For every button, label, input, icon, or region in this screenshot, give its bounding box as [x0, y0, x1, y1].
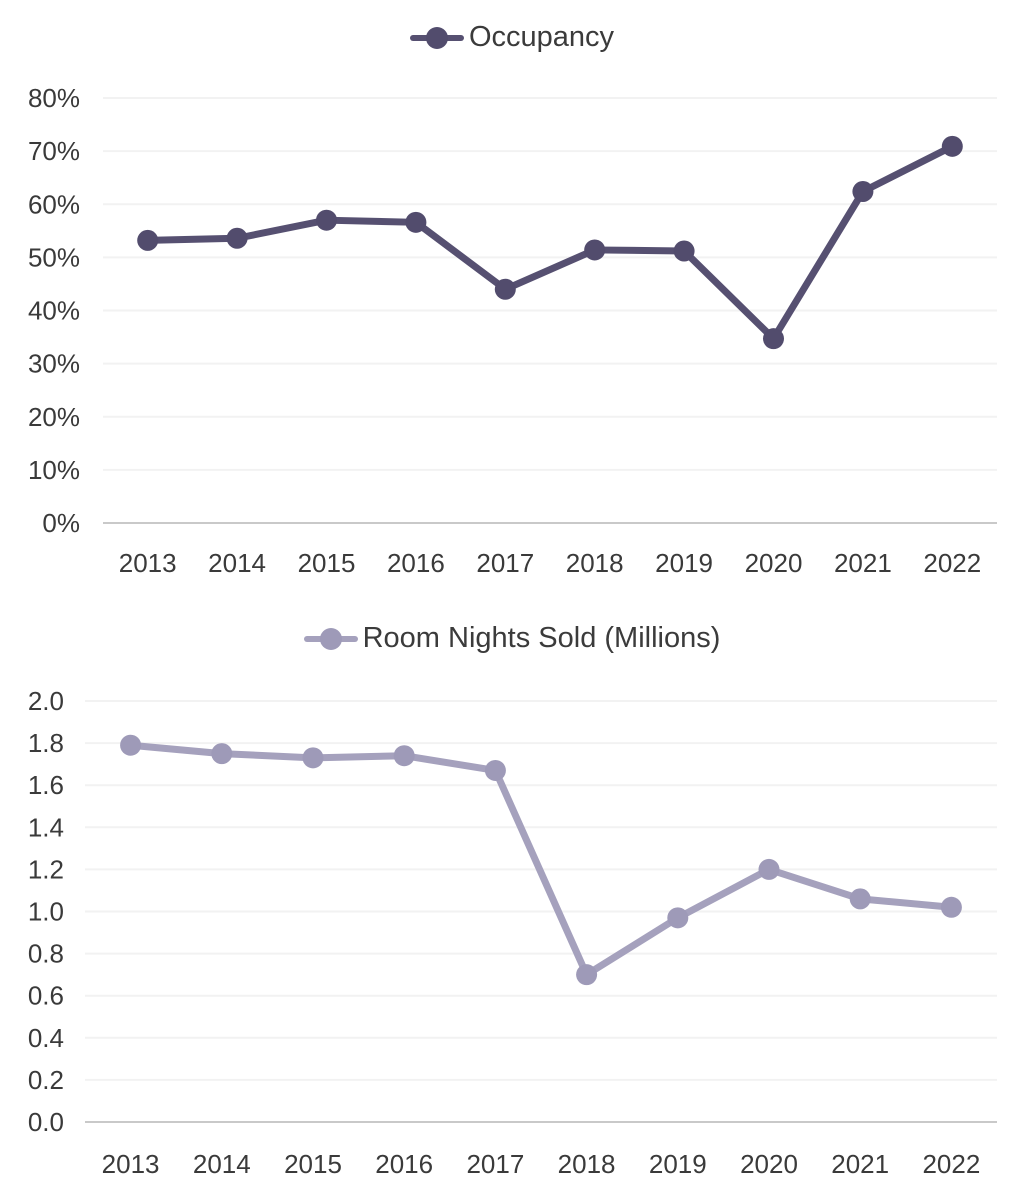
x-tick-label: 2019	[655, 548, 713, 578]
data-point-marker	[584, 239, 606, 261]
x-tick-label: 2021	[831, 1149, 889, 1179]
x-tick-label: 2020	[740, 1149, 798, 1179]
data-point-marker	[667, 907, 689, 929]
y-tick-label: 0.4	[28, 1023, 64, 1053]
x-tick-label: 2016	[375, 1149, 433, 1179]
x-tick-label: 2020	[745, 548, 803, 578]
y-tick-label: 50%	[28, 242, 80, 272]
data-point-marker	[137, 229, 159, 251]
x-tick-label: 2018	[558, 1149, 616, 1179]
y-tick-label: 2.0	[28, 686, 64, 716]
x-tick-label: 2016	[387, 548, 445, 578]
data-point-marker	[302, 747, 324, 769]
x-tick-label: 2022	[922, 1149, 980, 1179]
y-tick-label: 60%	[28, 189, 80, 219]
x-tick-label: 2013	[119, 548, 177, 578]
y-tick-label: 20%	[28, 402, 80, 432]
data-point-marker	[405, 211, 427, 233]
data-point-marker	[393, 745, 415, 767]
x-tick-label: 2017	[476, 548, 534, 578]
data-point-marker	[940, 896, 962, 918]
data-point-marker	[673, 240, 695, 262]
data-point-marker	[226, 227, 248, 249]
x-tick-label: 2018	[566, 548, 624, 578]
data-point-marker	[576, 964, 598, 986]
y-tick-label: 0.0	[28, 1107, 64, 1137]
y-tick-label: 80%	[28, 83, 80, 113]
data-point-marker	[211, 743, 233, 765]
x-tick-label: 2014	[193, 1149, 251, 1179]
data-point-marker	[941, 135, 963, 157]
y-tick-label: 1.0	[28, 897, 64, 927]
series-line	[144, 142, 956, 343]
y-tick-label: 0.8	[28, 939, 64, 969]
x-tick-label: 2013	[102, 1149, 160, 1179]
y-tick-label: 30%	[28, 349, 80, 379]
x-tick-label: 2019	[649, 1149, 707, 1179]
data-point-marker	[849, 888, 871, 910]
y-tick-label: 1.2	[28, 854, 64, 884]
x-tick-label: 2017	[466, 1149, 524, 1179]
y-tick-label: 10%	[28, 455, 80, 485]
data-point-marker	[852, 181, 874, 202]
x-tick-label: 2021	[834, 548, 892, 578]
y-tick-label: 0.2	[28, 1065, 64, 1095]
y-tick-label: 1.6	[28, 770, 64, 800]
data-point-marker	[758, 858, 780, 880]
x-tick-label: 2014	[208, 548, 266, 578]
x-tick-label: 2015	[284, 1149, 342, 1179]
y-tick-label: 0%	[42, 508, 80, 538]
data-point-marker	[316, 209, 337, 231]
series-line	[127, 741, 955, 979]
x-tick-label: 2015	[298, 548, 356, 578]
y-tick-label: 70%	[28, 136, 80, 166]
y-tick-label: 0.6	[28, 981, 64, 1011]
data-point-marker	[763, 328, 784, 350]
data-point-marker	[120, 734, 142, 756]
data-point-marker	[484, 759, 506, 781]
y-tick-label: 40%	[28, 296, 80, 326]
data-point-marker	[494, 278, 516, 300]
y-tick-label: 1.8	[28, 728, 64, 758]
y-tick-label: 1.4	[28, 812, 64, 842]
x-tick-label: 2022	[923, 548, 981, 578]
